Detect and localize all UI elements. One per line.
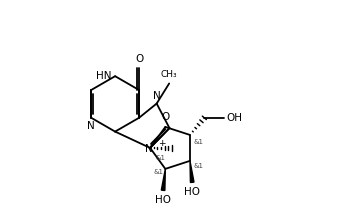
Text: &1: &1 <box>155 155 165 161</box>
Text: OH: OH <box>227 113 243 123</box>
Text: CH₃: CH₃ <box>161 70 177 79</box>
Text: N: N <box>153 91 161 101</box>
Polygon shape <box>161 169 165 191</box>
Text: N: N <box>145 144 152 154</box>
Text: HN: HN <box>96 71 111 81</box>
Text: O: O <box>161 113 169 123</box>
Text: HO: HO <box>184 187 200 197</box>
Text: &1: &1 <box>193 139 203 145</box>
Text: &1: &1 <box>193 163 203 169</box>
Text: N: N <box>87 121 95 131</box>
Text: &1: &1 <box>153 169 163 175</box>
Polygon shape <box>190 161 194 182</box>
Text: HO: HO <box>155 195 171 205</box>
Text: O: O <box>135 54 143 64</box>
Text: +: + <box>158 139 166 148</box>
